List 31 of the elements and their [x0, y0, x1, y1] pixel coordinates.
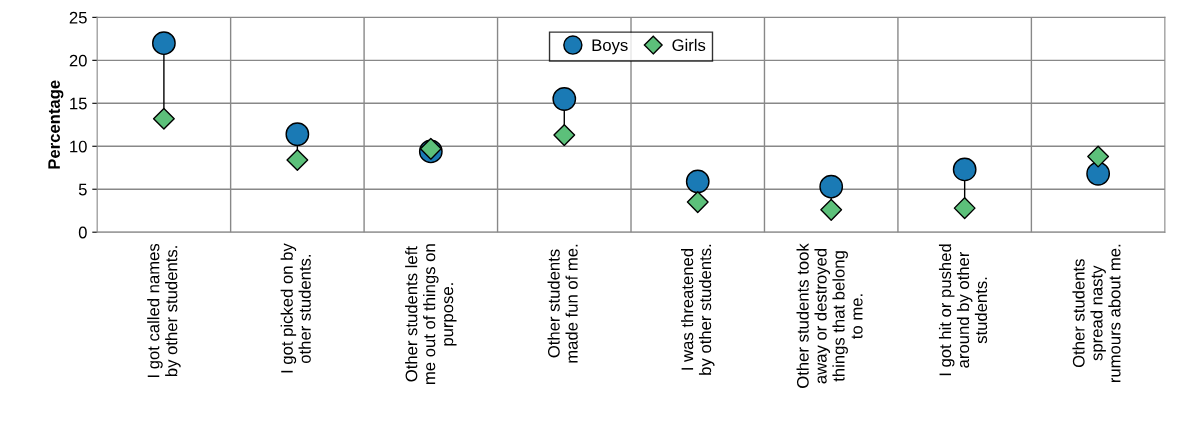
y-tick-label: 15 [70, 97, 87, 110]
x-tick-label: Other students left me out of things on purpose. [405, 244, 457, 384]
x-tick-label: I got picked on by other students. [280, 243, 311, 373]
point [952, 157, 977, 182]
x-tick-label: I was threatened by other students. [681, 244, 715, 375]
point [152, 31, 176, 56]
point [820, 198, 843, 221]
point [552, 87, 577, 111]
x-tick-label: I got called names by other students. [147, 243, 181, 378]
point [285, 122, 310, 147]
y-axis-title: Percentage [48, 80, 64, 169]
x-tick-label: Other students took away or destroyed things that belong to me. [796, 243, 863, 388]
legend-label: Girls [672, 38, 706, 52]
y-tick-label: 10 [70, 140, 87, 153]
x-tick-label: Other students spread nasty rumours about me. [1072, 244, 1121, 383]
x-tick-label: Other students made fun of me. [547, 244, 578, 363]
y-tick-label: 20 [69, 54, 87, 67]
y-tick-label: 5 [78, 183, 87, 196]
legend-label: Boys [592, 39, 628, 55]
y-tick-label: 25 [69, 11, 87, 24]
point [685, 169, 710, 194]
point [152, 107, 175, 130]
point [553, 124, 576, 147]
point [1087, 145, 1110, 168]
point [953, 197, 976, 220]
point [1086, 161, 1111, 186]
point [286, 149, 309, 172]
point [819, 174, 844, 199]
point [686, 191, 709, 214]
x-tick-label: I got hit or pushed around by other students. [938, 244, 988, 376]
y-tick-label: 0 [78, 226, 87, 239]
